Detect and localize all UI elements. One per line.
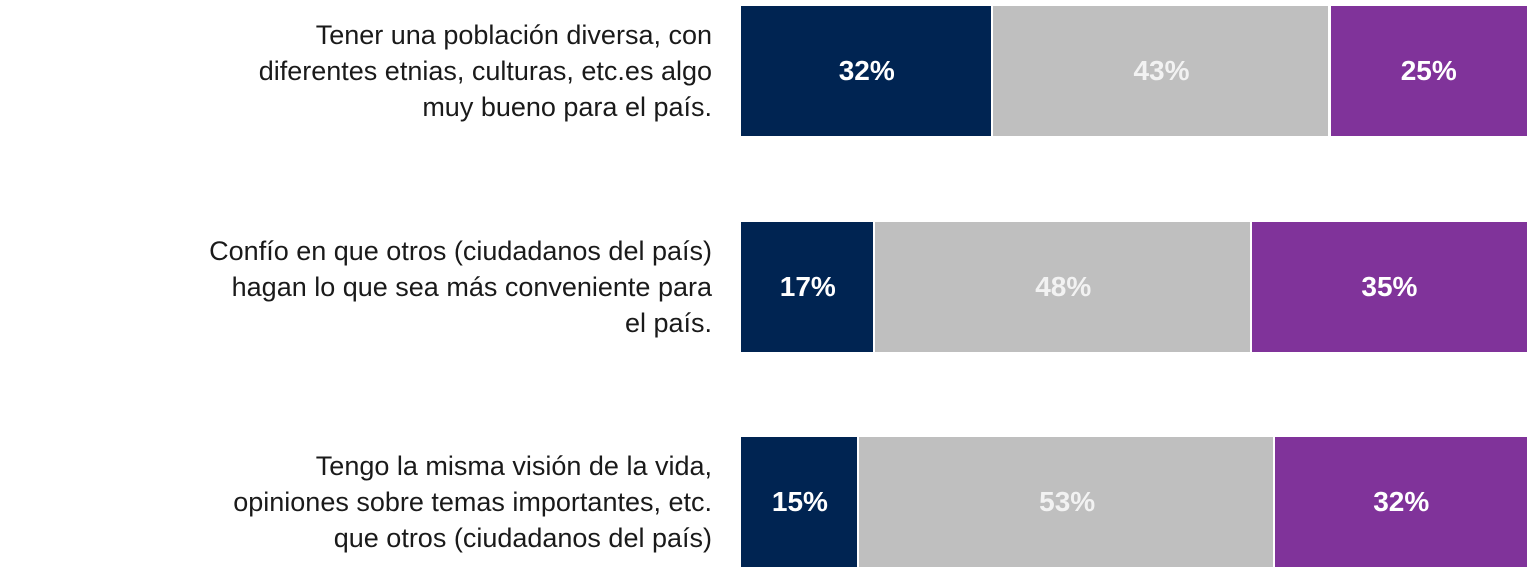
category-label: Tengo la misma visión de la vida, opinio… [0, 448, 712, 556]
value-label: 43% [1133, 55, 1189, 87]
value-label: 32% [839, 55, 895, 87]
value-label: 35% [1361, 271, 1417, 303]
value-label: 53% [1039, 486, 1095, 518]
value-label: 48% [1035, 271, 1091, 303]
value-label: 15% [772, 486, 828, 518]
value-label: 17% [780, 271, 836, 303]
category-label: Confío en que otros (ciudadanos del país… [0, 233, 712, 341]
value-label: 25% [1401, 55, 1457, 87]
value-label: 32% [1373, 486, 1429, 518]
category-label: Tener una población diversa, con diferen… [0, 17, 712, 125]
